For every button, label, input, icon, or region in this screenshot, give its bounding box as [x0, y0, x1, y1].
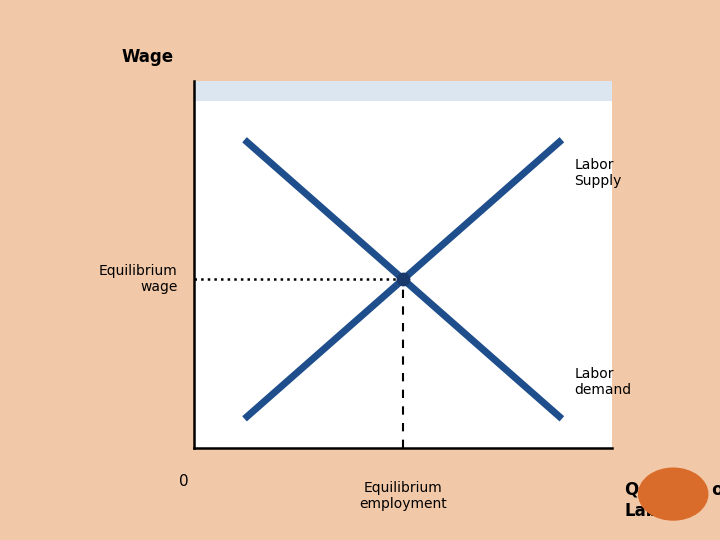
Text: Labor
Supply: Labor Supply [575, 158, 622, 188]
Text: Labor
demand: Labor demand [575, 367, 631, 397]
Text: Equilibrium
wage: Equilibrium wage [99, 264, 178, 294]
Text: Wage: Wage [122, 48, 174, 66]
Text: 0: 0 [179, 474, 189, 489]
FancyBboxPatch shape [194, 81, 612, 101]
Text: Equilibrium
employment: Equilibrium employment [359, 481, 447, 511]
Point [397, 275, 409, 284]
Text: Quantity of
Labor: Quantity of Labor [624, 481, 720, 520]
